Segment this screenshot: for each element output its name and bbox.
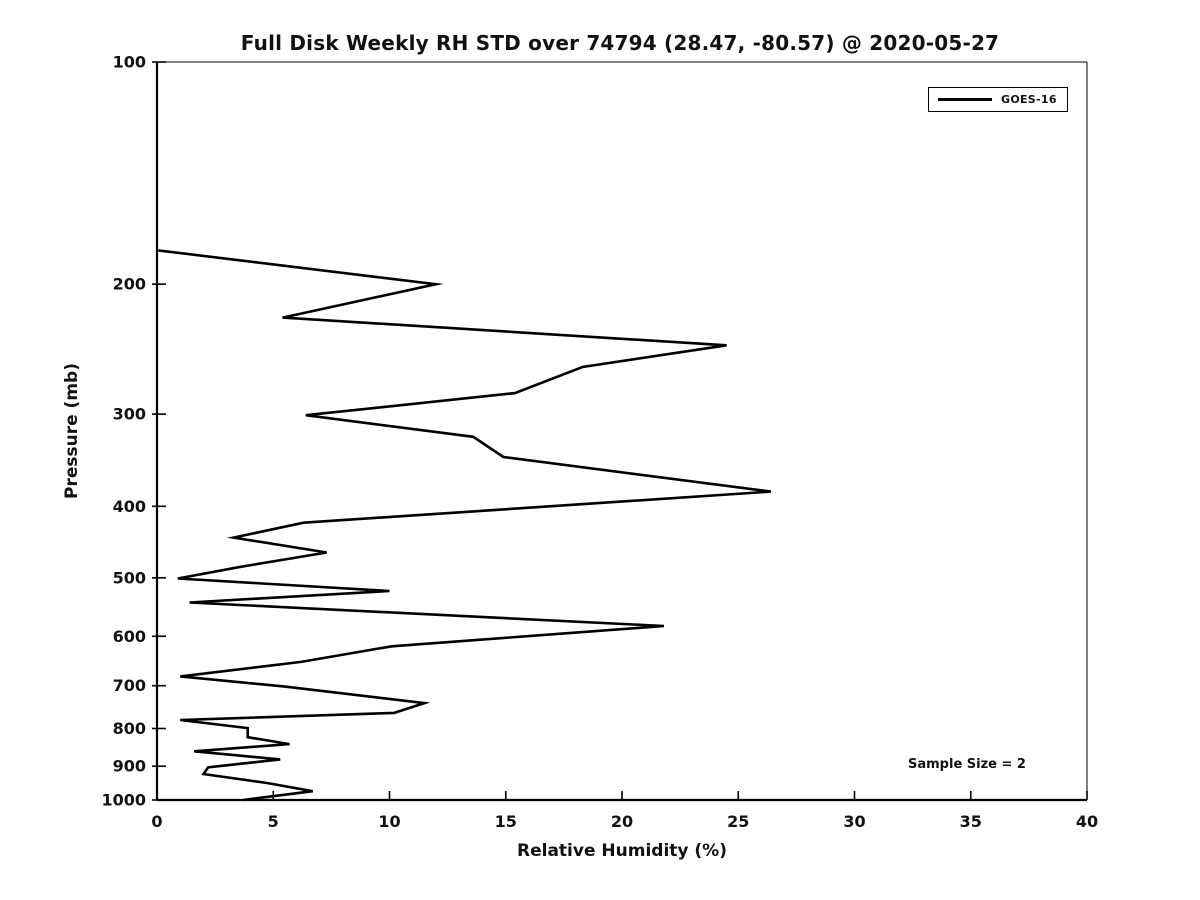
data-series-line [158,249,771,802]
chart-title: Full Disk Weekly RH STD over 74794 (28.4… [240,31,1000,55]
svg-text:5: 5 [268,812,279,831]
svg-text:1000: 1000 [101,791,146,810]
svg-text:800: 800 [113,719,146,738]
x-axis-label: Relative Humidity (%) [517,841,727,861]
svg-text:0: 0 [151,812,162,831]
svg-text:300: 300 [113,405,146,424]
svg-text:900: 900 [113,757,146,776]
svg-text:35: 35 [960,812,982,831]
y-axis-label: Pressure (mb) [62,363,82,499]
svg-text:400: 400 [113,497,146,516]
legend-line-sample [938,98,992,101]
axis-ticks [152,61,1088,801]
svg-text:25: 25 [727,812,749,831]
svg-text:700: 700 [113,676,146,695]
axis-tick-labels: 0 5 10 15 20 25 30 35 40 100 200 300 400 500 600 700 800… [101,53,1098,832]
legend-series-label: GOES-16 [1001,93,1057,106]
legend: GOES-16 [928,87,1068,112]
svg-text:600: 600 [113,627,146,646]
svg-text:40: 40 [1076,812,1098,831]
sample-size-annotation: Sample Size = 2 [908,757,1026,772]
svg-text:30: 30 [843,812,865,831]
axes-spines [155,61,1088,802]
svg-text:10: 10 [378,812,400,831]
svg-text:500: 500 [113,568,146,587]
svg-text:15: 15 [495,812,517,831]
svg-text:200: 200 [113,275,146,294]
svg-text:20: 20 [611,812,633,831]
svg-text:100: 100 [113,53,146,72]
